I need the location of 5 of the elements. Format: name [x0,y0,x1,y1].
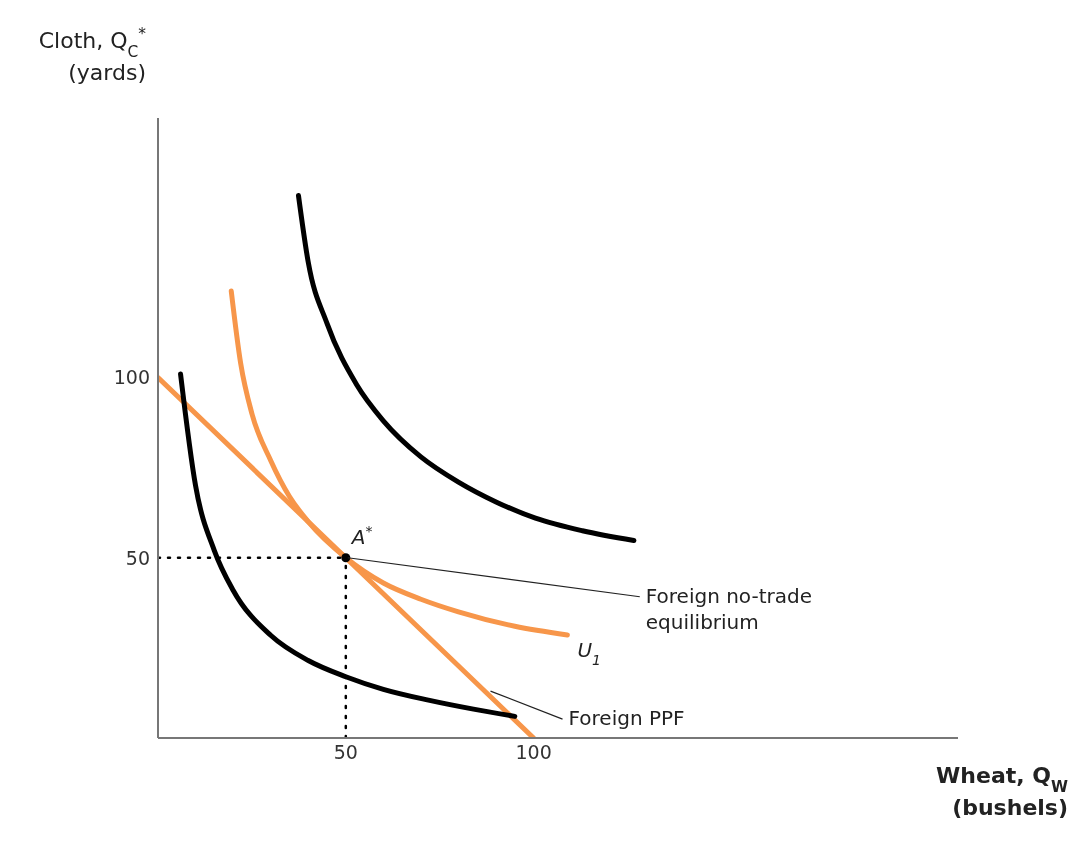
annotation: A$^{*}$ [349,522,373,549]
annotation: Foreign PPF [568,706,685,731]
x-axis-title: Wheat, Q$_{W}$ (bushels) [936,763,1069,820]
annotation: Foreign no-trade equilibrium [645,583,813,634]
annotation: U$_{1}$ [577,637,601,668]
